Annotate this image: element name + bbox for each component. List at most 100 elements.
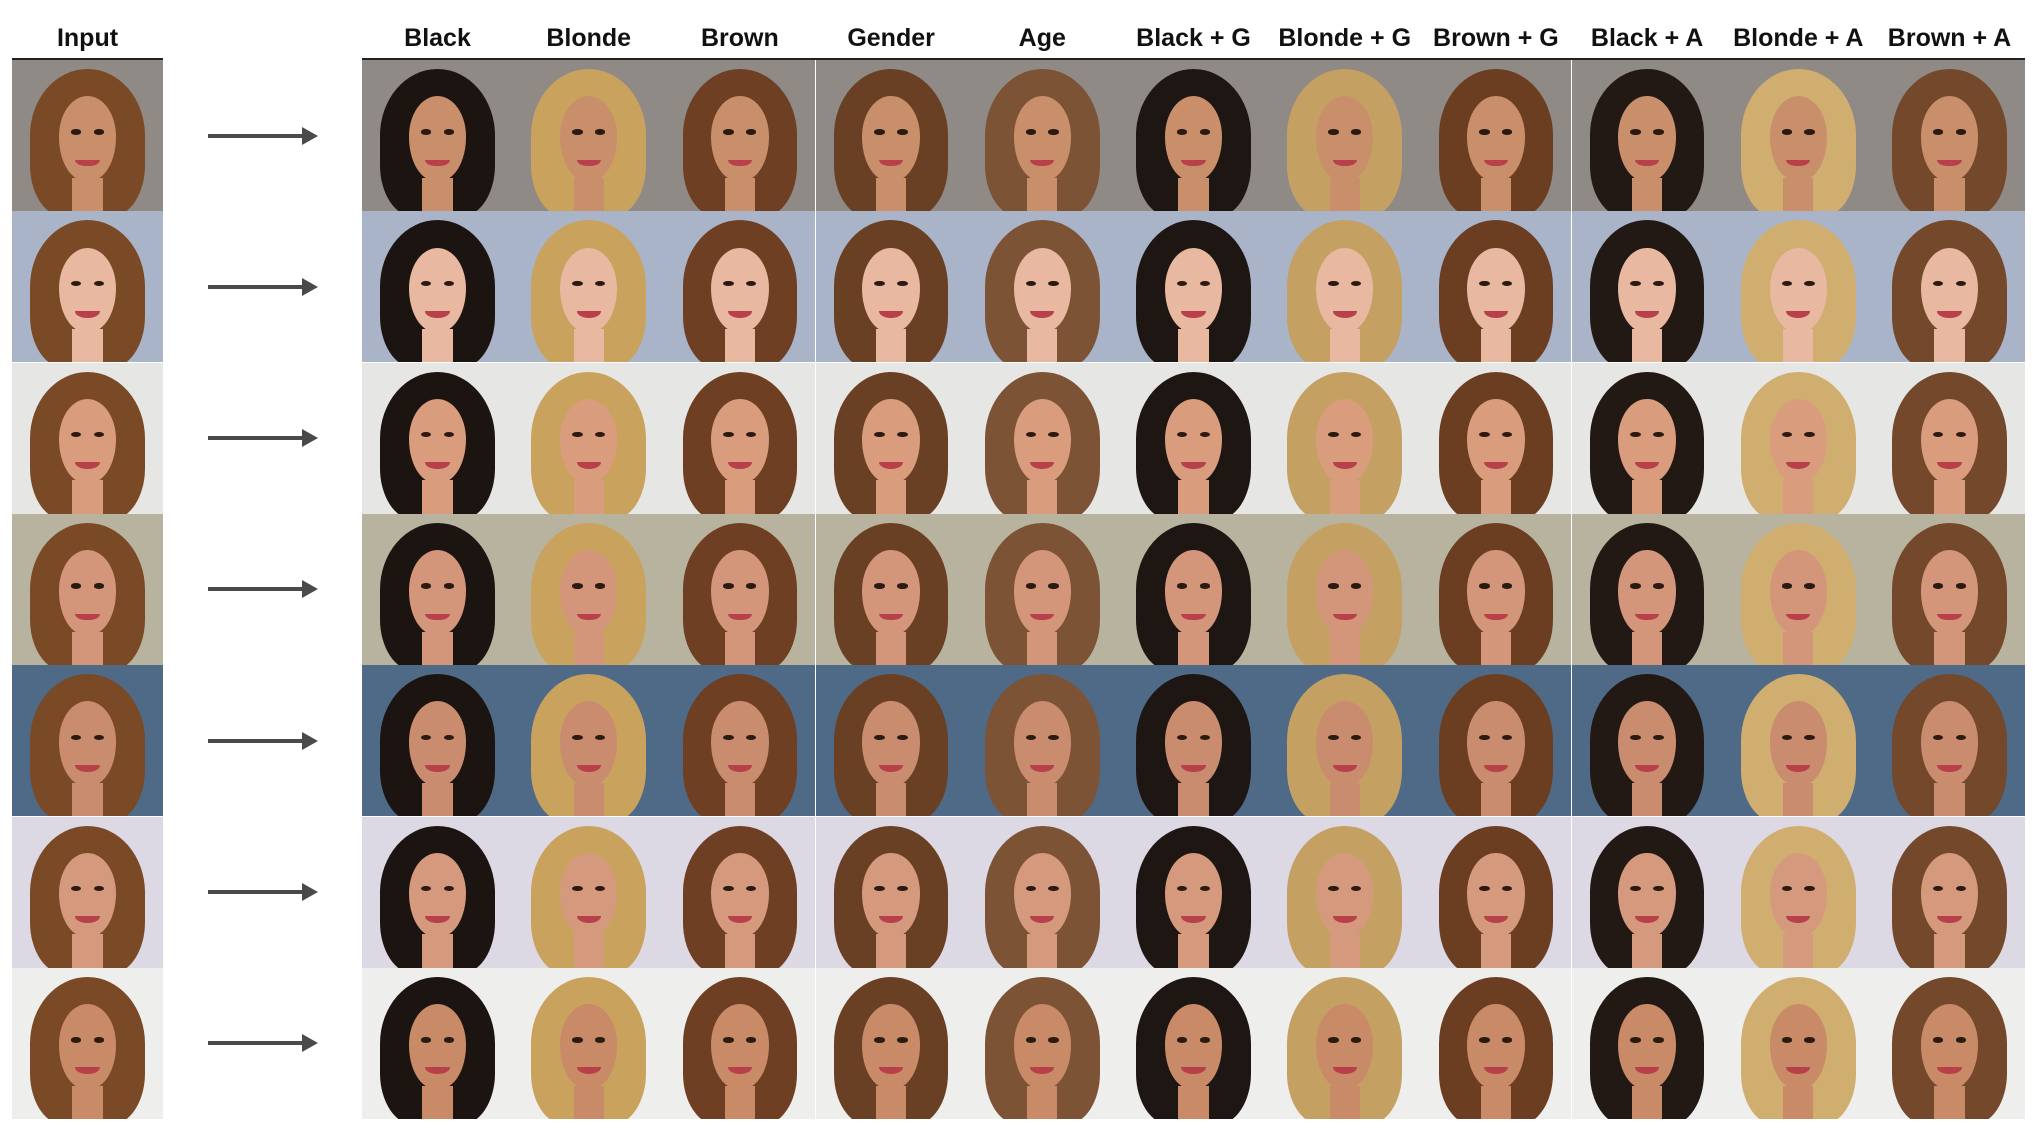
mouth-shape <box>576 310 601 318</box>
face-shape <box>1920 96 1979 181</box>
output-face-image <box>1420 362 1572 514</box>
left-eye-shape <box>420 734 432 740</box>
face-shape <box>559 96 618 181</box>
face-shape <box>1164 550 1223 635</box>
face-shape <box>1618 1004 1676 1089</box>
face-shape <box>1467 398 1525 484</box>
right-eye-shape <box>443 885 455 892</box>
mouth-shape <box>425 916 450 923</box>
right-eye-shape <box>745 734 757 740</box>
left-eye-shape <box>572 280 583 287</box>
right-eye-shape <box>594 280 606 287</box>
output-face-image <box>1722 816 1874 968</box>
face-shape <box>1618 398 1676 484</box>
right-eye-shape <box>1955 432 1967 438</box>
mouth-shape <box>1483 764 1508 772</box>
neck-shape <box>1178 480 1209 514</box>
neck-shape <box>1178 631 1209 665</box>
face-shape <box>559 398 618 484</box>
output-face-image <box>1118 816 1269 968</box>
left-eye-shape <box>1781 734 1793 740</box>
left-eye-shape <box>70 885 82 892</box>
left-eye-shape <box>1479 432 1490 438</box>
left-eye-shape <box>1176 885 1188 892</box>
mouth-shape <box>1937 916 1962 923</box>
face-shape <box>1164 247 1223 333</box>
left-eye-shape <box>723 885 734 892</box>
neck-shape <box>422 480 453 514</box>
left-eye-shape <box>1176 280 1188 287</box>
left-eye-shape <box>70 129 82 135</box>
face-shape <box>862 852 920 938</box>
mouth-shape <box>727 613 752 621</box>
right-eye-shape <box>443 280 455 287</box>
right-eye-shape <box>1804 885 1815 892</box>
neck-shape <box>875 631 907 665</box>
mouth-shape <box>1030 764 1055 772</box>
right-eye-shape <box>897 885 908 892</box>
output-face-image <box>664 665 816 817</box>
left-eye-shape <box>1328 432 1339 438</box>
output-face-image <box>1420 816 1572 968</box>
mouth-shape <box>1332 764 1357 772</box>
left-eye-shape <box>874 129 886 135</box>
face-shape <box>408 1004 467 1089</box>
mouth-shape <box>727 1067 752 1075</box>
right-eye-shape <box>897 129 908 135</box>
neck-shape <box>573 631 604 665</box>
face-shape <box>1315 550 1374 635</box>
left-eye-shape <box>572 1037 583 1043</box>
right-eye-shape <box>745 432 757 438</box>
mouth-shape <box>1181 613 1206 621</box>
right-arrow-icon <box>208 428 318 448</box>
face-shape <box>408 96 467 181</box>
neck-shape <box>1934 177 1965 211</box>
arrow-head <box>302 1034 318 1053</box>
mouth-shape <box>425 310 450 318</box>
output-face-image <box>1722 665 1874 817</box>
mouth-shape <box>1030 1067 1055 1075</box>
face-shape <box>1618 247 1676 333</box>
right-eye-shape <box>1350 1037 1362 1043</box>
output-face-image <box>1118 967 1269 1119</box>
neck-shape <box>1934 934 1965 968</box>
output-face-image <box>1874 967 2025 1119</box>
output-face-image <box>362 665 513 817</box>
output-face-image <box>362 60 513 211</box>
left-eye-shape <box>420 129 432 135</box>
left-eye-shape <box>1781 280 1793 287</box>
neck-shape <box>72 782 103 817</box>
left-eye-shape <box>1176 734 1188 740</box>
face-shape <box>1920 247 1979 333</box>
right-eye-shape <box>1048 432 1059 438</box>
neck-shape <box>724 1085 755 1119</box>
mouth-shape <box>879 310 904 318</box>
neck-shape <box>724 782 755 817</box>
left-eye-shape <box>1630 129 1642 135</box>
right-eye-shape <box>443 734 455 740</box>
face-shape <box>1315 1004 1374 1089</box>
right-eye-shape <box>93 432 105 438</box>
left-eye-shape <box>1781 583 1793 589</box>
mouth-shape <box>425 764 450 772</box>
mouth-shape <box>1937 613 1962 621</box>
neck-shape <box>72 177 103 211</box>
output-face-image <box>1874 211 2025 363</box>
face-shape <box>559 1004 618 1089</box>
arrow-head <box>302 580 318 599</box>
left-eye-shape <box>723 734 734 740</box>
right-eye-shape <box>1199 734 1211 740</box>
mouth-shape <box>576 462 601 470</box>
mouth-shape <box>1483 310 1508 318</box>
output-face-image <box>1571 967 1723 1119</box>
face-shape <box>1769 247 1827 333</box>
right-eye-shape <box>93 885 105 892</box>
mouth-shape <box>1937 159 1962 167</box>
output-face-image <box>815 665 967 817</box>
left-eye-shape <box>723 1037 734 1043</box>
neck-shape <box>72 1085 103 1119</box>
face-shape <box>1467 852 1525 938</box>
output-face-image <box>1571 816 1723 968</box>
face-shape <box>1013 398 1071 484</box>
neck-shape <box>1480 782 1511 817</box>
